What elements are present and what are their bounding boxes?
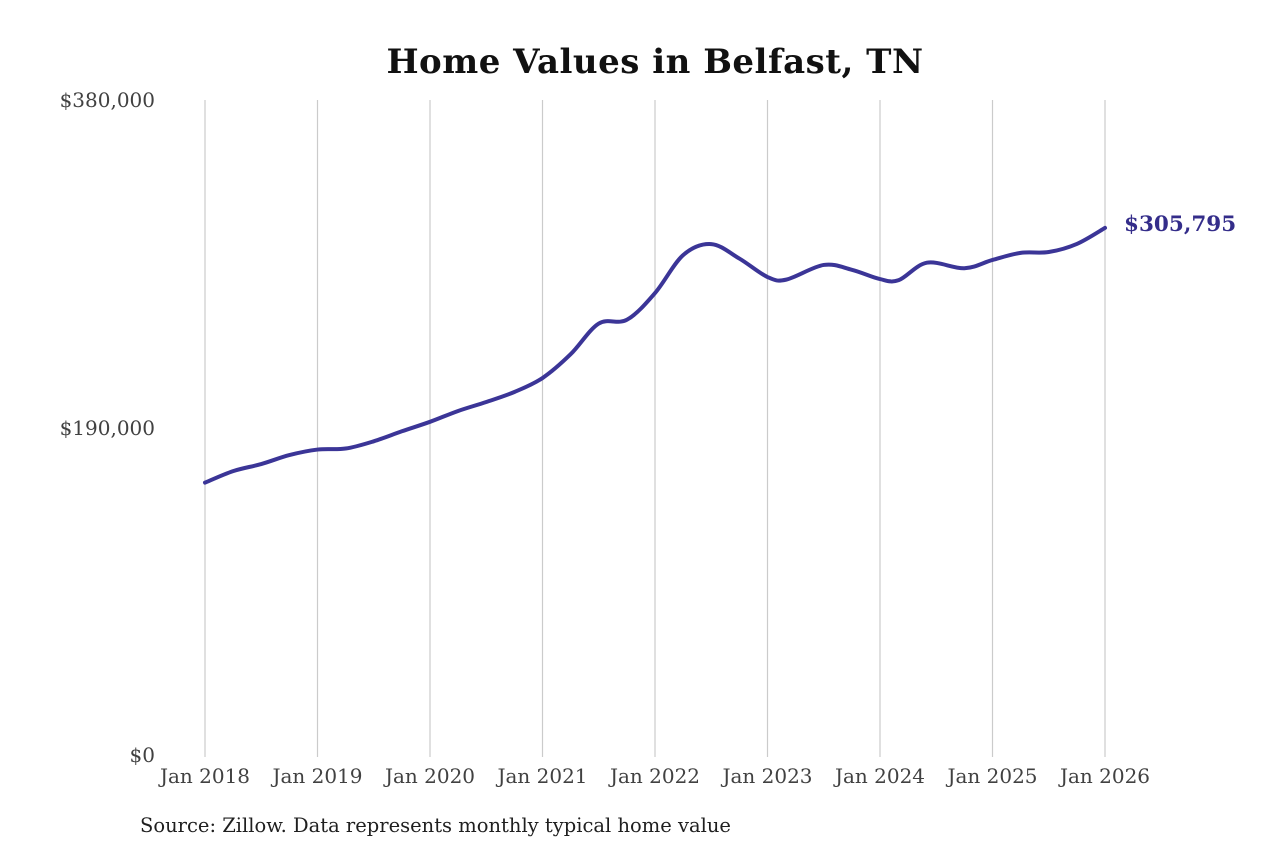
x-axis-tick-label: Jan 2018 (159, 764, 251, 788)
x-axis-tick-label: Jan 2024 (834, 764, 926, 788)
x-axis-tick-label: Jan 2025 (947, 764, 1038, 788)
x-axis-tick-label: Jan 2026 (1059, 764, 1151, 788)
y-axis-tick-label: $0 (129, 743, 155, 767)
x-axis-tick-label: Jan 2020 (384, 764, 476, 788)
chart-title: Home Values in Belfast, TN (386, 42, 924, 82)
y-axis-tick-label: $380,000 (59, 88, 155, 112)
home-value-line (203, 225, 1107, 485)
source-note: Source: Zillow. Data represents monthly … (140, 814, 731, 837)
x-axis-tick-label: Jan 2022 (609, 764, 701, 788)
x-axis-tick-label: Jan 2023 (722, 764, 813, 788)
x-axis-tick-label: Jan 2021 (497, 764, 588, 788)
y-axis-tick-label: $190,000 (59, 415, 155, 440)
x-axis-tick-label: Jan 2019 (272, 764, 363, 788)
latest-value-label: $305,795 (1124, 211, 1237, 237)
